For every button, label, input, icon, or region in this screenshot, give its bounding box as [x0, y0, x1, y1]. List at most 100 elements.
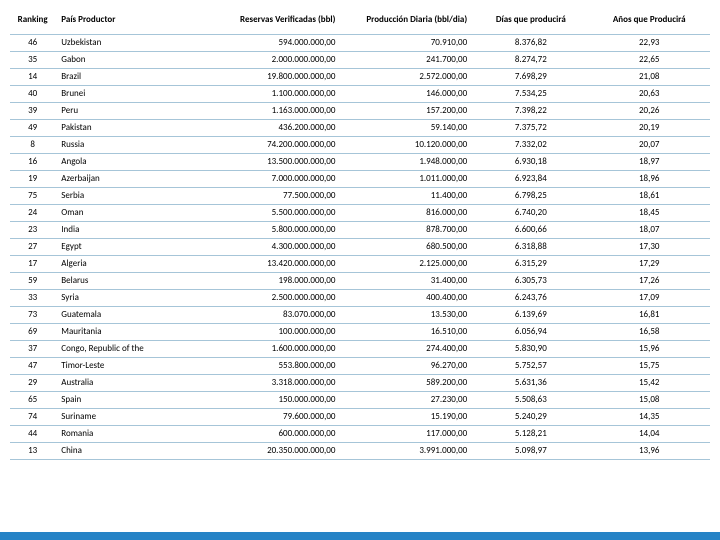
- cell-country: Mauritania: [55, 323, 189, 340]
- cell-country: Gabon: [55, 51, 189, 68]
- cell-rank: 27: [10, 238, 55, 255]
- cell-years: 15,96: [588, 340, 710, 357]
- table-row: 35Gabon2.000.000.000,00241.700,008.274,7…: [10, 51, 710, 68]
- cell-days: 7.375,72: [473, 119, 588, 136]
- cell-prod: 15.190,00: [341, 408, 473, 425]
- table-row: 23India5.800.000.000,00878.700,006.600,6…: [10, 221, 710, 238]
- table-body: 46Uzbekistan594.000.000,0070.910,008.376…: [10, 34, 710, 459]
- table-row: 8Russia74.200.000.000,0010.120.000,007.3…: [10, 136, 710, 153]
- cell-reserves: 198.000.000,00: [189, 272, 341, 289]
- cell-country: Uzbekistan: [55, 34, 189, 51]
- cell-country: Russia: [55, 136, 189, 153]
- cell-rank: 33: [10, 289, 55, 306]
- cell-days: 5.240,29: [473, 408, 588, 425]
- bottom-accent-bar: [0, 532, 720, 540]
- oil-reserves-table: RankingPaís ProductorReservas Verificada…: [10, 6, 710, 460]
- cell-prod: 400.400,00: [341, 289, 473, 306]
- cell-reserves: 2.000.000.000,00: [189, 51, 341, 68]
- cell-days: 8.274,72: [473, 51, 588, 68]
- cell-rank: 37: [10, 340, 55, 357]
- cell-reserves: 13.420.000.000,00: [189, 255, 341, 272]
- table-row: 59Belarus198.000.000,0031.400,006.305,73…: [10, 272, 710, 289]
- header-row: RankingPaís ProductorReservas Verificada…: [10, 6, 710, 34]
- cell-years: 15,08: [588, 391, 710, 408]
- cell-reserves: 74.200.000.000,00: [189, 136, 341, 153]
- cell-days: 6.923,84: [473, 170, 588, 187]
- cell-country: Congo, Republic of the: [55, 340, 189, 357]
- cell-reserves: 150.000.000,00: [189, 391, 341, 408]
- table-row: 14Brazil19.800.000.000,002.572.000,007.6…: [10, 68, 710, 85]
- col-header-years: Años que Producirá: [588, 6, 710, 34]
- cell-years: 14,35: [588, 408, 710, 425]
- cell-prod: 31.400,00: [341, 272, 473, 289]
- cell-country: Timor-Leste: [55, 357, 189, 374]
- cell-prod: 146.000,00: [341, 85, 473, 102]
- cell-reserves: 13.500.000.000,00: [189, 153, 341, 170]
- cell-prod: 1.011.000,00: [341, 170, 473, 187]
- table-row: 75Serbia77.500.000,0011.400,006.798,2518…: [10, 187, 710, 204]
- table-row: 47Timor-Leste553.800.000,0096.270,005.75…: [10, 357, 710, 374]
- cell-days: 6.740,20: [473, 204, 588, 221]
- cell-years: 20,19: [588, 119, 710, 136]
- cell-reserves: 1.100.000.000,00: [189, 85, 341, 102]
- cell-country: Pakistan: [55, 119, 189, 136]
- cell-reserves: 19.800.000.000,00: [189, 68, 341, 85]
- cell-years: 15,42: [588, 374, 710, 391]
- cell-prod: 3.991.000,00: [341, 442, 473, 459]
- cell-days: 7.698,29: [473, 68, 588, 85]
- table-row: 13China20.350.000.000,003.991.000,005.09…: [10, 442, 710, 459]
- cell-days: 8.376,82: [473, 34, 588, 51]
- cell-reserves: 20.350.000.000,00: [189, 442, 341, 459]
- cell-country: Azerbaijan: [55, 170, 189, 187]
- cell-country: Egypt: [55, 238, 189, 255]
- cell-days: 6.305,73: [473, 272, 588, 289]
- cell-country: Algeria: [55, 255, 189, 272]
- cell-rank: 75: [10, 187, 55, 204]
- cell-rank: 40: [10, 85, 55, 102]
- cell-years: 16,81: [588, 306, 710, 323]
- cell-years: 20,63: [588, 85, 710, 102]
- table-row: 44Romania600.000.000,00117.000,005.128,2…: [10, 425, 710, 442]
- table-row: 73Guatemala83.070.000,0013.530,006.139,6…: [10, 306, 710, 323]
- cell-reserves: 79.600.000,00: [189, 408, 341, 425]
- cell-rank: 69: [10, 323, 55, 340]
- cell-reserves: 3.318.000.000,00: [189, 374, 341, 391]
- table-row: 29Australia3.318.000.000,00589.200,005.6…: [10, 374, 710, 391]
- cell-rank: 74: [10, 408, 55, 425]
- cell-days: 5.631,36: [473, 374, 588, 391]
- table-row: 27Egypt4.300.000.000,00680.500,006.318,8…: [10, 238, 710, 255]
- cell-days: 6.798,25: [473, 187, 588, 204]
- cell-years: 16,58: [588, 323, 710, 340]
- cell-rank: 39: [10, 102, 55, 119]
- cell-days: 7.398,22: [473, 102, 588, 119]
- cell-days: 5.508,63: [473, 391, 588, 408]
- cell-rank: 24: [10, 204, 55, 221]
- cell-days: 6.315,29: [473, 255, 588, 272]
- cell-prod: 274.400,00: [341, 340, 473, 357]
- cell-prod: 680.500,00: [341, 238, 473, 255]
- table-row: 46Uzbekistan594.000.000,0070.910,008.376…: [10, 34, 710, 51]
- cell-prod: 70.910,00: [341, 34, 473, 51]
- cell-reserves: 5.800.000.000,00: [189, 221, 341, 238]
- cell-country: Spain: [55, 391, 189, 408]
- col-header-rank: Ranking: [10, 6, 55, 34]
- col-header-reserves: Reservas Verificadas (bbl): [189, 6, 341, 34]
- cell-years: 20,26: [588, 102, 710, 119]
- col-header-prod: Producción Diaria (bbl/dia): [341, 6, 473, 34]
- cell-rank: 46: [10, 34, 55, 51]
- cell-reserves: 100.000.000,00: [189, 323, 341, 340]
- cell-prod: 816.000,00: [341, 204, 473, 221]
- table-row: 37Congo, Republic of the1.600.000.000,00…: [10, 340, 710, 357]
- cell-country: Guatemala: [55, 306, 189, 323]
- table-row: 19Azerbaijan7.000.000.000,001.011.000,00…: [10, 170, 710, 187]
- cell-country: India: [55, 221, 189, 238]
- cell-country: Angola: [55, 153, 189, 170]
- cell-years: 17,30: [588, 238, 710, 255]
- table-row: 74Suriname79.600.000,0015.190,005.240,29…: [10, 408, 710, 425]
- cell-reserves: 7.000.000.000,00: [189, 170, 341, 187]
- cell-rank: 47: [10, 357, 55, 374]
- table-row: 39Peru1.163.000.000,00157.200,007.398,22…: [10, 102, 710, 119]
- cell-days: 6.056,94: [473, 323, 588, 340]
- cell-prod: 2.125.000,00: [341, 255, 473, 272]
- cell-reserves: 5.500.000.000,00: [189, 204, 341, 221]
